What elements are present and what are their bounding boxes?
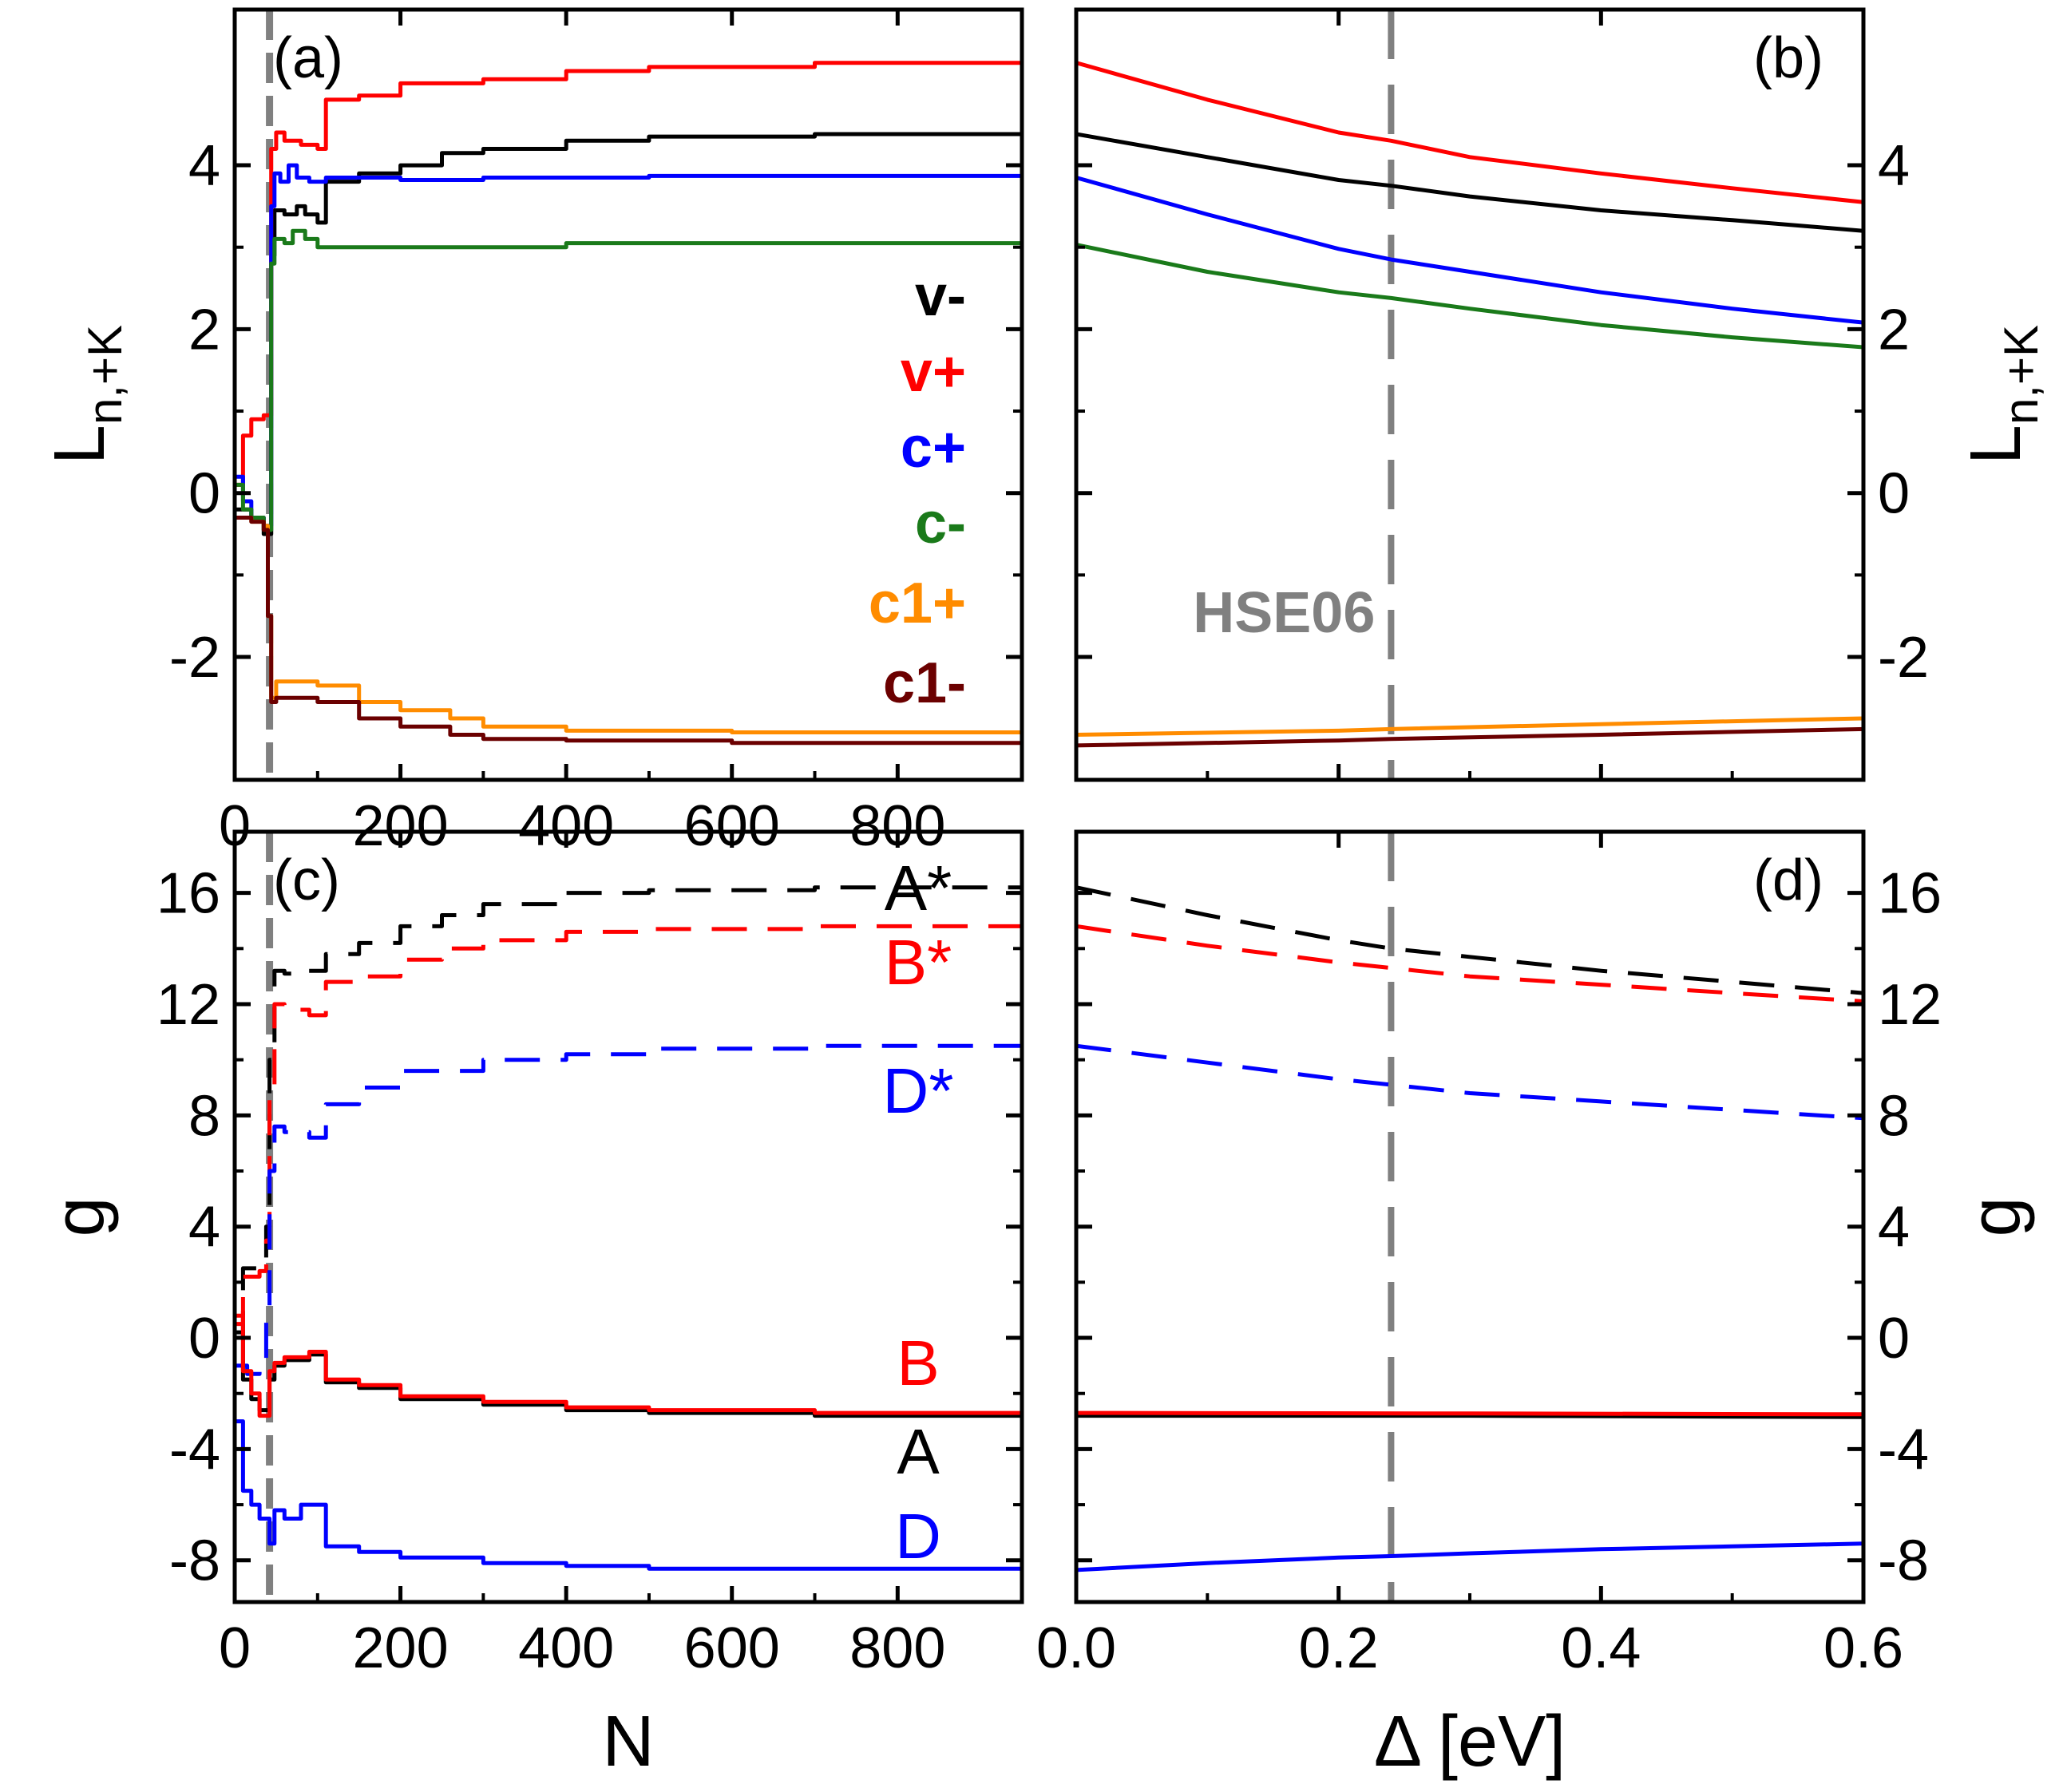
y-tick-label: 0 (1878, 462, 1910, 526)
series-c-b (235, 1313, 1022, 1418)
legend-entry-v-plus: v+ (901, 340, 966, 404)
legend-entry-v-minus: v- (915, 264, 966, 328)
series-d-b-star (1076, 924, 1863, 1003)
y-tick-label: -8 (1878, 1529, 1929, 1593)
y-axis-title-c: g (40, 1197, 120, 1236)
x-tick-label: 0.4 (1561, 1616, 1641, 1680)
y-tick-label: 8 (1878, 1084, 1910, 1148)
exciton-label-b-star: B* (885, 927, 952, 998)
hse06-label: HSE06 (1193, 581, 1375, 645)
panel-a: 0 200 400 600 800-2024(a)NLn,+Kv-v+c+c-c1+c1… (40, 7, 1024, 1782)
y-tick-label: 2 (1878, 298, 1910, 362)
x-tick-label: 800 (849, 794, 945, 858)
y-tick-label: 4 (188, 134, 220, 198)
legend-entry-c1-minus: c1- (883, 651, 966, 715)
x-tick-label: 400 (518, 794, 614, 858)
series-group-d (1076, 885, 1863, 1572)
series-a-v-plus (235, 61, 1022, 487)
y-tick-label: -4 (169, 1418, 220, 1481)
x-tick-label: 0.2 (1299, 1616, 1379, 1680)
y-axis-subscript: n,+K (1994, 325, 2048, 425)
y-tick-label: -2 (1878, 626, 1929, 690)
exciton-label-b: B (897, 1327, 939, 1398)
x-tick-label: 200 (353, 794, 449, 858)
frame-c (232, 829, 1024, 1604)
x-tick-label: 400 (518, 1616, 614, 1680)
series-d-d (1076, 1541, 1863, 1572)
y-tick-label: 0 (188, 1307, 220, 1371)
series-d-a-star (1076, 885, 1863, 995)
exciton-label-a-star: A* (885, 852, 952, 924)
x-tick-label: 0.0 (1036, 1616, 1116, 1680)
y-tick-label: 0 (188, 462, 220, 526)
series-c-b-star (235, 924, 1022, 1327)
x-tick-label: 0 (219, 1616, 251, 1680)
x-tick-label: 200 (353, 1616, 449, 1680)
series-a-c1-minus (235, 516, 1022, 746)
exciton-label-d: D (895, 1501, 941, 1572)
y-tick-label: 16 (1878, 862, 1942, 926)
exciton-label-d-star: D* (883, 1055, 954, 1126)
legend-entry-c-plus: c+ (901, 416, 966, 480)
series-c-d-star (235, 1043, 1022, 1376)
y-tick-label: 4 (188, 1196, 220, 1260)
y-tick-label: -2 (169, 626, 220, 690)
x-axis-title-c: N (603, 1702, 655, 1782)
y-tick-label: 12 (156, 973, 220, 1037)
panel-label-a: (a) (273, 26, 343, 90)
y-axis-title-d: g (1956, 1197, 2036, 1236)
series-group-a (235, 61, 1022, 746)
x-axis-title-d: Δ [eV] (1374, 1702, 1566, 1782)
exciton-label-a: A (897, 1416, 940, 1487)
x-tick-label: 0.6 (1823, 1616, 1903, 1680)
series-b-c1-minus (1076, 726, 1863, 748)
frame-a (232, 7, 1024, 782)
series-b-c-minus (1076, 243, 1863, 350)
y-tick-label: 12 (1878, 973, 1942, 1037)
y-tick-label: 16 (156, 862, 220, 926)
series-b-v-plus (1076, 61, 1863, 204)
legend-entry-c-minus: c- (915, 492, 966, 556)
panel-label-b: (b) (1753, 26, 1823, 90)
y-tick-label: 2 (188, 298, 220, 362)
series-c-d (235, 1419, 1022, 1571)
panel-label-d: (d) (1753, 849, 1823, 912)
y-tick-label: 4 (1878, 1196, 1910, 1260)
series-d-d-star (1076, 1043, 1863, 1121)
y-tick-label: 8 (188, 1084, 220, 1148)
series-group-c (235, 885, 1022, 1571)
y-tick-label: 4 (1878, 134, 1910, 198)
panel-d: 0.0 0.2 0.4 0.6 -8 -4 0 4 8 12 16 (d) Δ [eV] g (1036, 829, 2036, 1782)
x-tick-label: 600 (684, 1616, 780, 1680)
y-axis-subscript: n,+K (78, 325, 132, 425)
panel-label-c: (c) (273, 849, 340, 912)
y-tick-label: -8 (169, 1529, 220, 1593)
series-a-c-minus (235, 228, 1022, 532)
y-tick-label: -4 (1878, 1418, 1929, 1481)
x-tick-label: 800 (849, 1616, 945, 1680)
series-b-v-minus (1076, 132, 1863, 233)
x-tick-label: 600 (684, 794, 780, 858)
series-c-a-star (235, 885, 1022, 1340)
series-group-b (1076, 61, 1863, 748)
y-tick-label: 0 (1878, 1307, 1910, 1371)
series-d-b (1076, 1410, 1863, 1417)
x-axis-title-a: N (603, 1702, 655, 1782)
series-d-a (1076, 1414, 1863, 1419)
panel-c: 0 200 400 600 800 -8 -4 0 4 8 12 16 (c) Ng A*B* D* BAD (40, 829, 1024, 1782)
series-b-c-plus (1076, 176, 1863, 325)
legend-entry-c1-plus: c1+ (869, 572, 966, 635)
series-b-c1-plus (1076, 716, 1863, 737)
